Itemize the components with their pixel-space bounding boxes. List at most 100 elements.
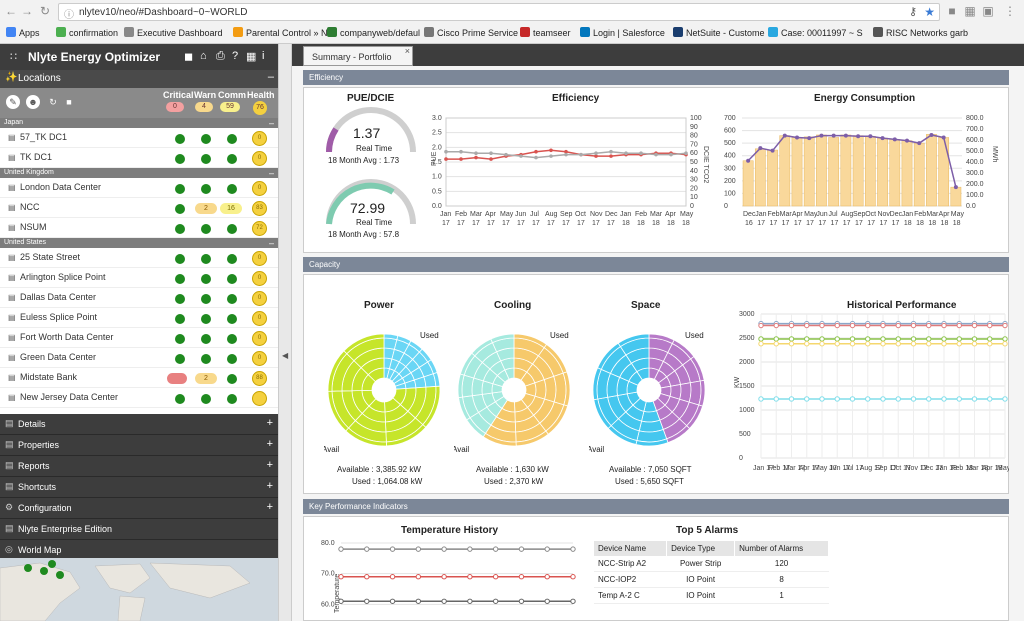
avail-segment[interactable] xyxy=(461,374,475,398)
used-segment[interactable] xyxy=(543,375,557,403)
efficiency-point[interactable] xyxy=(594,154,598,158)
url-text[interactable]: nlytev10/neo/#Dashboard~0~WORLD xyxy=(79,7,248,18)
historical-point[interactable] xyxy=(987,341,993,347)
historical-point[interactable] xyxy=(895,396,901,402)
location-row[interactable]: ▤ NSUM 72 xyxy=(0,218,278,238)
energy-bar[interactable] xyxy=(791,137,803,207)
historical-point[interactable] xyxy=(804,322,810,329)
location-row[interactable]: ▤ London Data Center 0 xyxy=(0,178,278,198)
accordion-properties[interactable]: ▤ Properties + xyxy=(0,435,278,456)
historical-point[interactable] xyxy=(788,322,795,329)
historical-point[interactable] xyxy=(956,322,962,329)
bookmark-item[interactable]: Executive Dashboard xyxy=(124,27,223,38)
efficiency-point[interactable] xyxy=(594,151,598,155)
historical-point[interactable] xyxy=(971,322,978,329)
location-row[interactable]: ▤ Euless Splice Point 0 xyxy=(0,308,278,328)
map-marker[interactable] xyxy=(40,567,48,575)
map-marker[interactable] xyxy=(24,564,32,572)
efficiency-point[interactable] xyxy=(534,155,538,160)
alarm-row[interactable]: NCC-Strip A2 Power Strip 120 xyxy=(594,556,829,572)
historical-point[interactable] xyxy=(865,341,871,347)
close-icon[interactable]: × xyxy=(404,46,410,56)
tab-summary-portfolio[interactable]: Summary - Portfolio × xyxy=(303,46,413,66)
key-icon[interactable]: ⚷ xyxy=(908,6,917,18)
historical-point[interactable] xyxy=(834,336,840,342)
historical-point[interactable] xyxy=(910,341,917,347)
temperature-point[interactable] xyxy=(492,574,499,580)
location-row[interactable]: ▤ Midstate Bank 2 88 xyxy=(0,368,278,388)
energy-point[interactable] xyxy=(831,133,836,138)
energy-bar[interactable] xyxy=(779,135,791,207)
collapse-icon[interactable]: – xyxy=(268,168,274,178)
avail-segment[interactable] xyxy=(641,410,661,423)
energy-bar[interactable] xyxy=(901,140,913,207)
avail-segment[interactable] xyxy=(343,333,385,355)
bookmark-item[interactable]: RISC Networks garb xyxy=(873,27,968,38)
historical-point[interactable] xyxy=(926,341,932,347)
used-segment[interactable] xyxy=(688,380,702,406)
historical-point[interactable] xyxy=(804,341,810,347)
historical-point[interactable] xyxy=(895,336,901,342)
avail-segment[interactable] xyxy=(617,333,650,348)
energy-bar[interactable] xyxy=(828,137,840,207)
temperature-point[interactable] xyxy=(364,546,370,552)
energy-bar[interactable] xyxy=(864,135,876,207)
historical-point[interactable] xyxy=(819,341,825,347)
energy-point[interactable] xyxy=(929,132,934,137)
bookmark-item[interactable]: companyweb/defaul xyxy=(327,27,420,38)
historical-point[interactable] xyxy=(773,336,779,342)
energy-bar[interactable] xyxy=(816,134,827,207)
expand-icon[interactable]: + xyxy=(266,480,273,492)
efficiency-point[interactable] xyxy=(519,154,523,158)
expand-icon[interactable]: + xyxy=(266,438,273,450)
historical-point[interactable] xyxy=(880,336,886,342)
historical-point[interactable] xyxy=(880,322,886,329)
locations-bar[interactable]: ✨ Locations – xyxy=(0,70,278,88)
energy-point[interactable] xyxy=(892,137,897,142)
historical-point[interactable] xyxy=(987,322,993,329)
grid-view-icon[interactable]: ▦ xyxy=(246,51,257,63)
kpi-section-header[interactable]: Key Performance Indicators xyxy=(303,499,1009,514)
energy-bar[interactable] xyxy=(877,137,888,207)
alarm-row[interactable]: Temp A-2 C IO Point 1 xyxy=(594,587,829,604)
efficiency-point[interactable] xyxy=(444,149,448,154)
energy-bar[interactable] xyxy=(754,148,766,207)
forward-icon[interactable]: → xyxy=(21,4,33,18)
historical-point[interactable] xyxy=(804,336,810,342)
historical-point[interactable] xyxy=(926,396,932,402)
reload-icon[interactable]: ↻ xyxy=(39,4,51,18)
historical-point[interactable] xyxy=(804,396,810,402)
efficiency-point[interactable] xyxy=(459,157,463,161)
historical-point[interactable] xyxy=(758,336,764,342)
efficiency-point[interactable] xyxy=(654,152,658,157)
energy-point[interactable] xyxy=(782,133,787,138)
region-header[interactable]: Japan – xyxy=(0,118,278,128)
historical-point[interactable] xyxy=(956,396,962,402)
temperature-point[interactable] xyxy=(467,546,473,552)
efficiency-point[interactable] xyxy=(579,152,583,157)
info-icon[interactable]: i xyxy=(262,50,265,62)
bookmark-star-icon[interactable]: ★ xyxy=(924,5,935,19)
efficiency-point[interactable] xyxy=(669,152,673,157)
temperature-point[interactable] xyxy=(544,546,550,552)
energy-point[interactable] xyxy=(807,136,812,141)
expand-icon[interactable]: + xyxy=(266,501,273,513)
historical-point[interactable] xyxy=(819,336,825,342)
historical-point[interactable] xyxy=(941,336,947,342)
energy-point[interactable] xyxy=(953,185,958,190)
bookmark-item[interactable]: Cisco Prime Service xyxy=(424,27,518,38)
bookmark-item[interactable]: Apps xyxy=(6,27,40,38)
historical-point[interactable] xyxy=(971,336,978,342)
efficiency-point[interactable] xyxy=(549,148,553,153)
efficiency-point[interactable] xyxy=(549,154,553,158)
efficiency-point[interactable] xyxy=(444,157,448,161)
accordion-reports[interactable]: ▤ Reports + xyxy=(0,456,278,477)
historical-point[interactable] xyxy=(1002,322,1008,329)
location-row[interactable]: ▤ 57_TK DC1 0 xyxy=(0,128,278,148)
historical-point[interactable] xyxy=(773,322,779,329)
historical-point[interactable] xyxy=(834,322,840,329)
expand-icon[interactable]: + xyxy=(266,417,273,429)
user-icon[interactable]: ☻ xyxy=(26,95,40,109)
energy-point[interactable] xyxy=(746,158,751,163)
collapse-icon[interactable]: – xyxy=(267,71,274,83)
